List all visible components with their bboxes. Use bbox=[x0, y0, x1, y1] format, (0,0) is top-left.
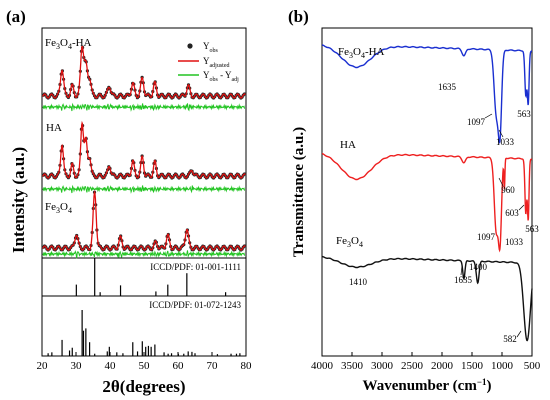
a-x-tick-label: 60 bbox=[173, 360, 185, 372]
b-x-tick-label: 1500 bbox=[461, 360, 484, 372]
a-label-ha: HA bbox=[46, 122, 62, 134]
a-legend: Yobs Yadjusted Yobs - Yadj bbox=[178, 41, 239, 83]
arrow-feha-1097 bbox=[484, 113, 493, 119]
b-x-tick-label: 500 bbox=[524, 360, 541, 372]
a-x-tick-label: 70 bbox=[207, 360, 219, 372]
arrow-feha-1033 bbox=[498, 129, 504, 138]
spectrum-fe3o4-ha bbox=[322, 44, 533, 145]
legend-diff-label: Yobs - Yadj bbox=[203, 70, 239, 83]
a-x-tick-label: 40 bbox=[105, 360, 117, 372]
a-x-tick-label: 30 bbox=[71, 360, 83, 372]
b-label-ha: HA bbox=[340, 139, 356, 151]
spectrum-fe3o4 bbox=[322, 255, 533, 342]
b-x-tick-label: 3500 bbox=[341, 360, 364, 372]
diff-line-ha bbox=[42, 184, 246, 194]
peak-label-feha-1033: 1033 bbox=[496, 137, 515, 147]
b-x-tick-label: 4000 bbox=[311, 360, 334, 372]
spectrum-ha bbox=[322, 152, 533, 253]
b-y-axis-title: Transmittance (a.u.) bbox=[291, 127, 307, 257]
peak-label-ha-960: 960 bbox=[501, 185, 515, 195]
b-x-tick-label: 2500 bbox=[401, 360, 424, 372]
peak-label-ha-563: 563 bbox=[525, 224, 539, 234]
fit-line-fe3o4 bbox=[42, 189, 246, 251]
peak-label-fe-582: 582 bbox=[503, 334, 517, 344]
a-label-fe3o4-ha: Fe3O4-HA bbox=[45, 37, 92, 51]
a-x-tick-label: 50 bbox=[139, 360, 151, 372]
panel-b-letter: (b) bbox=[288, 7, 309, 26]
b-label-fe3o4: Fe3O4 bbox=[336, 235, 363, 249]
fit-line-ha bbox=[42, 120, 246, 179]
a-patterns bbox=[41, 44, 247, 259]
peak-label-fe-1635: 1635 bbox=[454, 275, 473, 285]
a-label-fe3o4: Fe3O4 bbox=[45, 201, 72, 215]
peak-label-ha-1033: 1033 bbox=[505, 237, 524, 247]
arrow-ha-960 bbox=[498, 177, 504, 187]
b-x-tick-label: 3000 bbox=[371, 360, 394, 372]
a-x-ticks: 20 30 40 50 60 70 80 bbox=[37, 352, 253, 372]
panel-b: 4000 3500 3000 2500 2000 1500 1000 500 Fe3O4-HA… bbox=[291, 27, 541, 394]
a-x-tick-label: 80 bbox=[241, 360, 253, 372]
diff-line-fe3o4 bbox=[42, 250, 246, 259]
a-y-axis-title: Intensity (a.u.) bbox=[9, 147, 28, 253]
arrow-ha-603 bbox=[518, 204, 525, 211]
a-ref-label-2: ICCD/PDF: 01-072-1243 bbox=[149, 300, 241, 310]
a-x-axis-title: 2θ(degrees) bbox=[102, 377, 185, 396]
legend-obs-label: Yobs bbox=[203, 41, 219, 54]
peak-label-ha-603: 603 bbox=[505, 208, 519, 218]
peak-label-fe-1400: 1400 bbox=[469, 262, 488, 272]
a-reference-lines bbox=[47, 258, 241, 356]
arrow-fe-1635 bbox=[460, 265, 463, 276]
peak-label-feha-1097: 1097 bbox=[467, 117, 486, 127]
diff-line-fe3o4-ha bbox=[42, 102, 246, 112]
b-x-ticks: 4000 3500 3000 2500 2000 1500 1000 500 bbox=[311, 352, 541, 372]
fit-line-fe3o4-ha bbox=[42, 44, 246, 99]
a-x-tick-label: 20 bbox=[37, 360, 49, 372]
legend-obs-marker bbox=[187, 43, 193, 49]
b-x-tick-label: 2000 bbox=[431, 360, 454, 372]
legend-adjusted-label: Yadjusted bbox=[203, 56, 230, 69]
peak-label-ha-1097: 1097 bbox=[477, 232, 496, 242]
panel-b-frame bbox=[321, 27, 533, 357]
peak-label-fe-1410: 1410 bbox=[349, 277, 368, 287]
panel-a-letter: (a) bbox=[6, 7, 26, 26]
b-spectra bbox=[322, 44, 533, 342]
b-x-tick-label: 1000 bbox=[491, 360, 514, 372]
b-x-axis-title: Wavenumber (cm−1) bbox=[363, 377, 492, 394]
b-label-fe3o4-ha: Fe3O4-HA bbox=[338, 46, 385, 60]
arrow-fe-582 bbox=[516, 330, 522, 338]
a-ref-label-1: ICCD/PDF: 01-001-1111 bbox=[150, 262, 241, 272]
peak-label-feha-1635: 1635 bbox=[438, 82, 457, 92]
peak-label-feha-563: 563 bbox=[517, 109, 531, 119]
panel-a: 20 30 40 50 60 70 80 Fe3O4-HA HA Fe3O4 ICCD/PD… bbox=[9, 27, 253, 396]
